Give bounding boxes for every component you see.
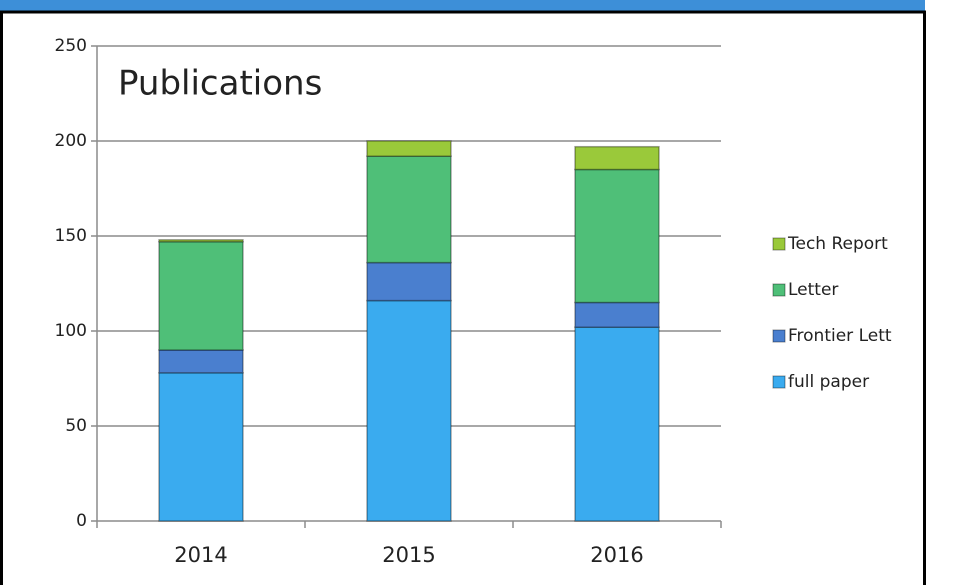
bar-segment bbox=[574, 301, 660, 328]
legend-label: Tech Report bbox=[787, 234, 888, 254]
y-tick-label: 200 bbox=[55, 131, 87, 151]
legend-label: full paper bbox=[788, 372, 869, 392]
y-tick-label: 150 bbox=[55, 226, 87, 246]
y-tick-label: 100 bbox=[55, 321, 87, 341]
bar-segment bbox=[366, 155, 452, 264]
legend-swatch bbox=[772, 329, 786, 343]
bar-segment bbox=[366, 261, 452, 302]
bar-segment bbox=[366, 140, 452, 157]
bar-segment bbox=[574, 168, 660, 304]
x-tick-label: 2014 bbox=[174, 543, 227, 567]
bar-segment bbox=[158, 349, 244, 374]
y-tick-label: 50 bbox=[65, 416, 87, 436]
x-tick-label: 2015 bbox=[382, 543, 435, 567]
top-bar bbox=[0, 0, 925, 12]
bar-segment bbox=[158, 239, 244, 243]
x-tick-label: 2016 bbox=[590, 543, 643, 567]
y-tick-label: 0 bbox=[76, 511, 87, 531]
bar-segment bbox=[366, 299, 452, 522]
chart-title: Publications bbox=[118, 64, 322, 104]
legend-swatch bbox=[772, 283, 786, 297]
legend-label: Letter bbox=[788, 280, 838, 300]
bar-segment bbox=[574, 326, 660, 522]
bar-segment bbox=[574, 145, 660, 171]
frame bbox=[0, 10, 926, 585]
legend-swatch bbox=[772, 237, 786, 251]
legend-label: Frontier Lett bbox=[788, 326, 892, 346]
legend-swatch bbox=[772, 375, 786, 389]
y-tick-label: 250 bbox=[55, 36, 87, 56]
bar-segment bbox=[158, 372, 244, 522]
bar-segment bbox=[158, 240, 244, 351]
